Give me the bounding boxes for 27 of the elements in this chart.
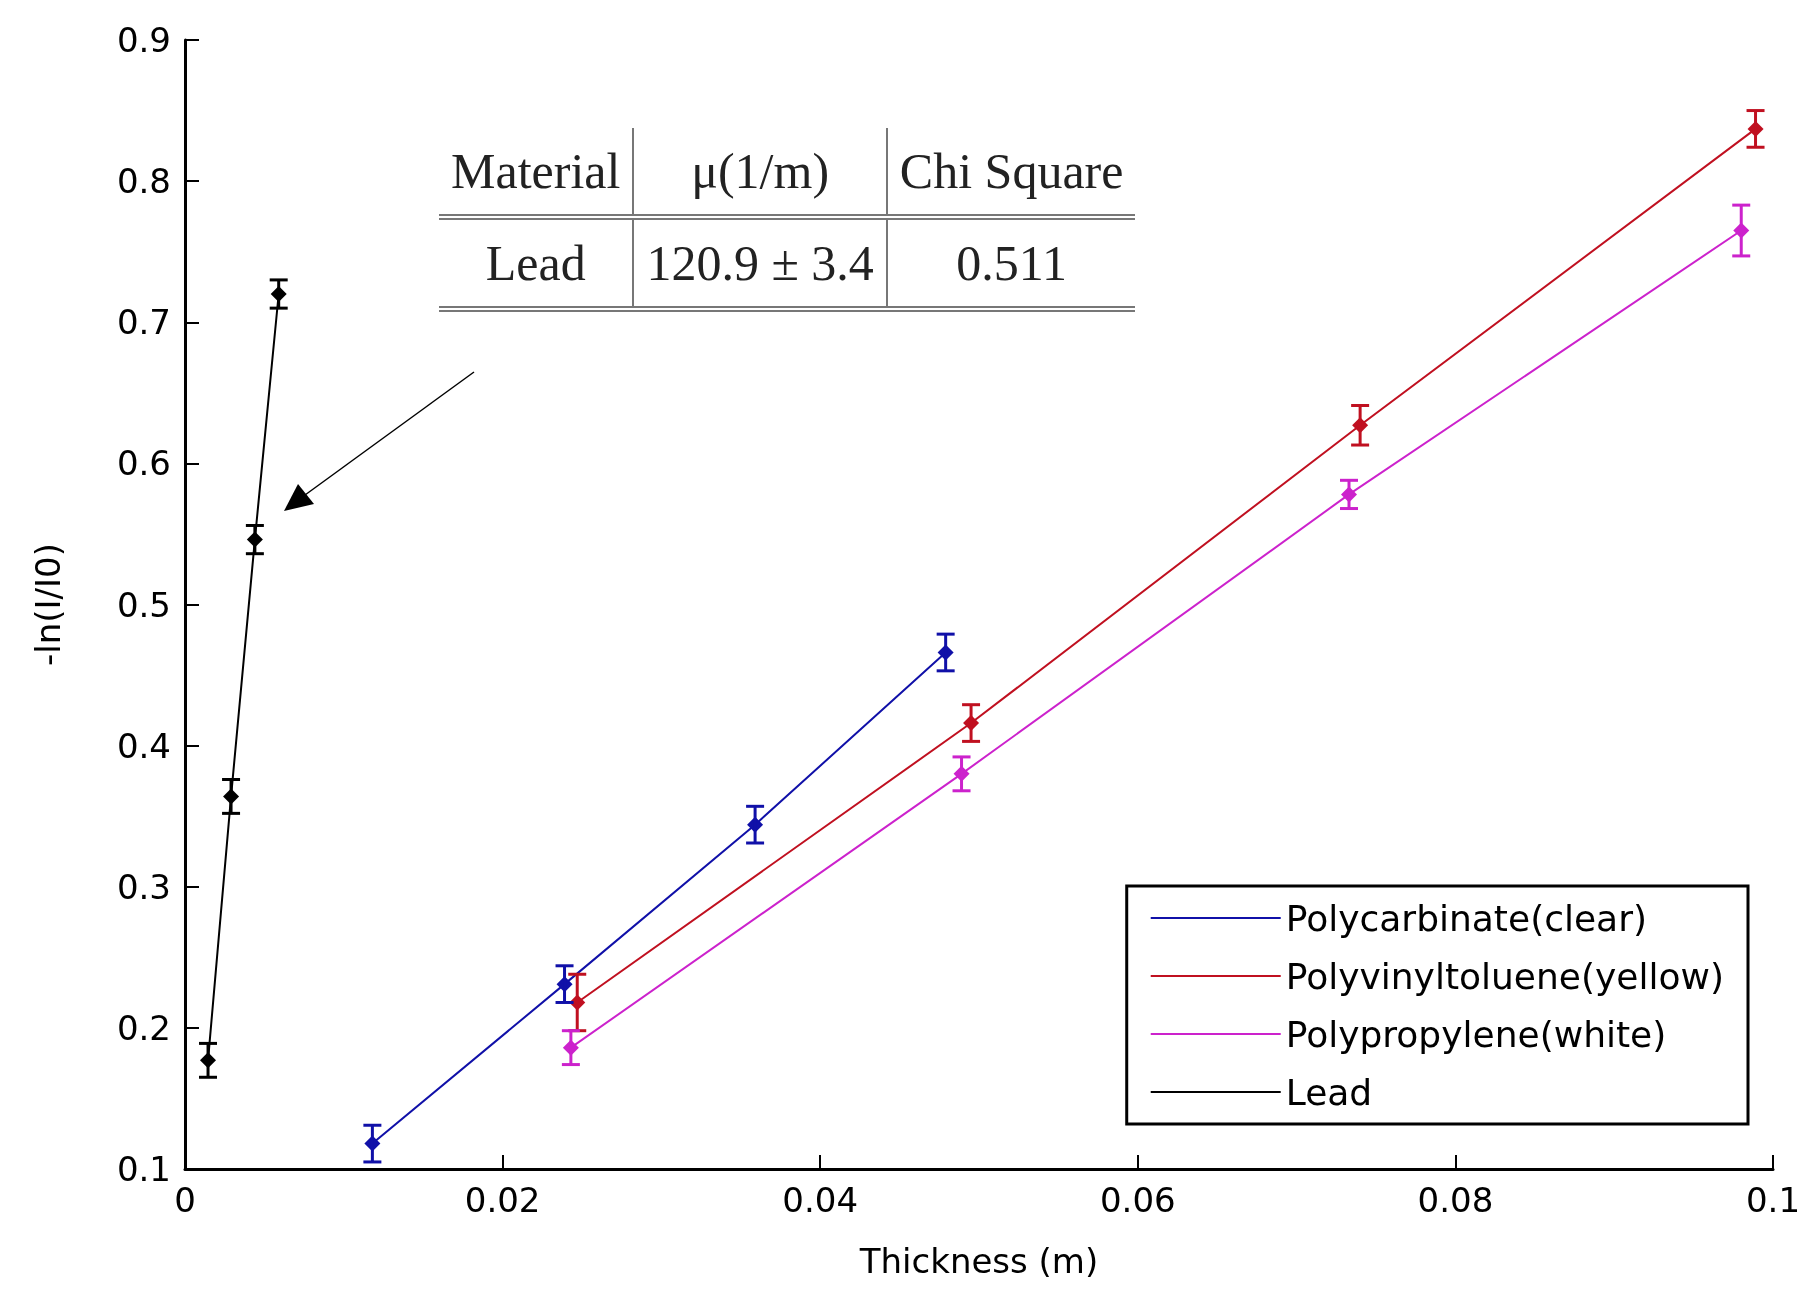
y-axis-title: -ln(I/I0) bbox=[28, 543, 68, 666]
x-tick-label: 0.1 bbox=[1745, 1180, 1801, 1220]
annotation: Material bbox=[439, 128, 634, 217]
x-tick-label: 0.06 bbox=[1099, 1180, 1176, 1220]
y-tick-label: 0.4 bbox=[116, 725, 171, 766]
legend-label: Polyvinyltoluene(yellow) bbox=[1285, 955, 1725, 997]
y-tick-label: 0.3 bbox=[116, 866, 171, 907]
annotation: 0.511 bbox=[886, 217, 1136, 309]
x-tick-label: 0.02 bbox=[464, 1180, 541, 1220]
annotation: Lead bbox=[439, 217, 634, 309]
y-tick-label: 0.2 bbox=[116, 1007, 171, 1048]
annotation: Chi Square bbox=[886, 128, 1136, 217]
y-tick-label: 0.6 bbox=[116, 443, 171, 484]
y-tick-label: 0.9 bbox=[116, 20, 171, 60]
legend-label: Lead bbox=[1285, 1071, 1373, 1113]
x-axis-title: Thickness (m) bbox=[858, 1241, 1099, 1281]
x-tick-label: 0.04 bbox=[782, 1180, 859, 1220]
y-tick-label: 0.7 bbox=[116, 302, 171, 343]
legend-label: Polycarbinate(clear) bbox=[1285, 897, 1648, 939]
x-tick-label: 0 bbox=[174, 1180, 196, 1220]
y-tick-label: 0.8 bbox=[116, 161, 171, 202]
y-tick-label: 0.5 bbox=[116, 584, 171, 625]
x-tick-label: 0.08 bbox=[1417, 1180, 1494, 1220]
legend-label: Polypropylene(white) bbox=[1285, 1013, 1667, 1055]
annotation: μ(1/m) bbox=[633, 128, 887, 217]
y-tick-label: 0.1 bbox=[116, 1149, 171, 1189]
annotation: 120.9 ± 3.4 bbox=[633, 217, 887, 309]
